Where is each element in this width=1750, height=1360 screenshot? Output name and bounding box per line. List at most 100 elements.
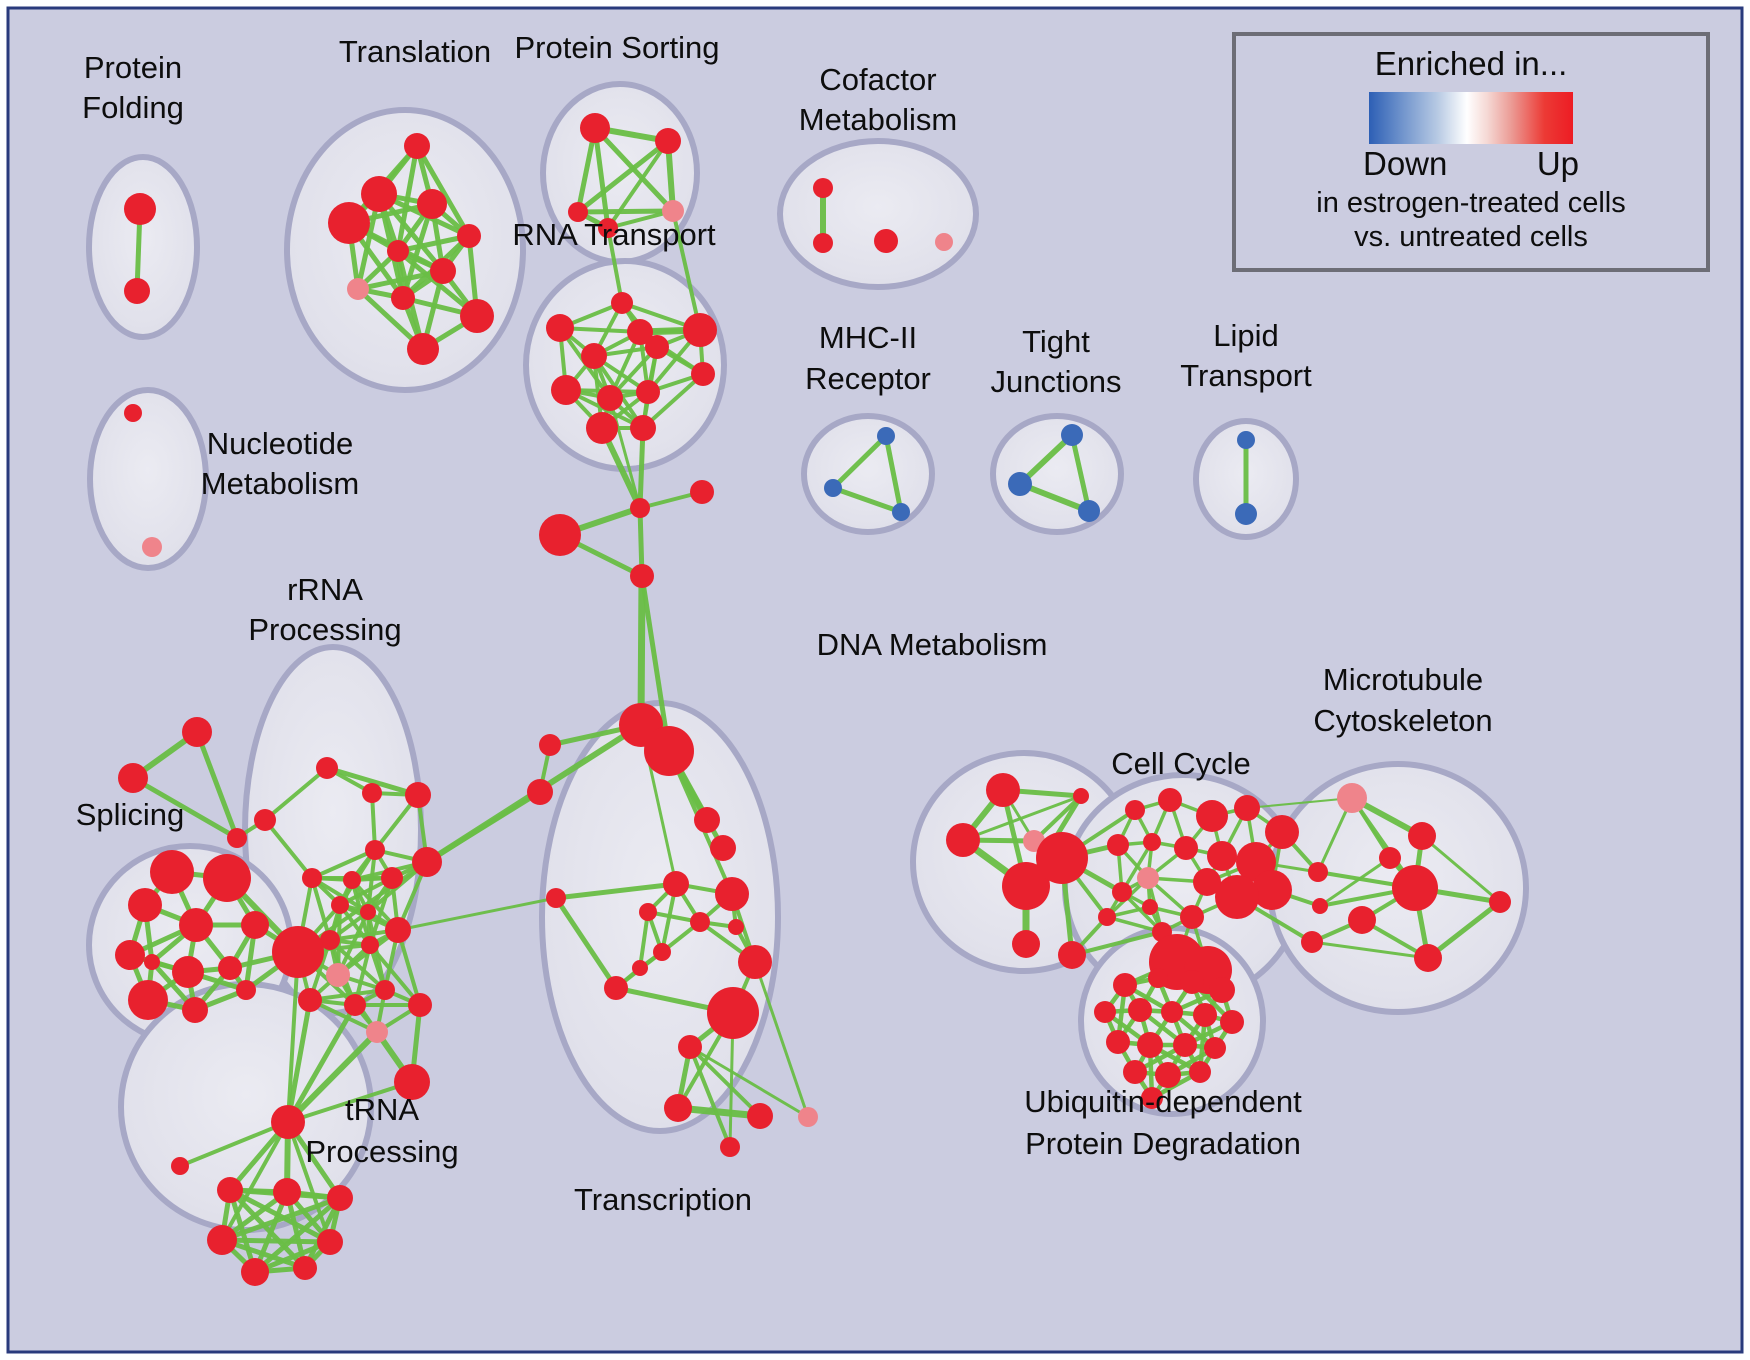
gene-set-node	[317, 1229, 343, 1255]
gene-set-node	[320, 930, 340, 950]
enrichment-edge	[285, 1002, 358, 1125]
enrichment-edge	[324, 765, 421, 798]
gene-set-node	[630, 564, 654, 588]
gene-set-node	[1137, 867, 1159, 889]
gene-set-node	[207, 1225, 237, 1255]
cluster-label-trna-processing: tRNA	[345, 1092, 419, 1127]
gene-set-node	[662, 200, 684, 222]
gene-set-node	[655, 128, 681, 154]
gene-set-node	[1379, 847, 1401, 869]
gene-set-node	[1112, 882, 1132, 902]
enrichment-edge	[608, 396, 642, 510]
enrichment-edge	[637, 572, 646, 729]
gene-set-node	[1137, 1032, 1163, 1058]
gene-set-node	[1002, 862, 1050, 910]
gene-set-node	[986, 773, 1020, 807]
cluster-label-cell-cycle: Cell Cycle	[1111, 746, 1251, 781]
cluster-label-mhc-ii-receptor: Receptor	[805, 361, 931, 396]
enrichment-edge	[220, 1120, 290, 1242]
enrichment-edge	[286, 1080, 414, 1124]
gene-set-node	[1148, 968, 1168, 988]
enrichment-edge	[395, 233, 472, 254]
gene-set-node	[407, 333, 439, 365]
gene-set-node	[171, 1157, 189, 1175]
gene-set-node	[404, 133, 430, 159]
gene-set-node	[360, 904, 376, 920]
cluster-label-rrna-processing: rRNA	[287, 572, 363, 607]
gene-set-node	[1196, 800, 1228, 832]
gene-set-node	[362, 783, 382, 803]
gene-set-node	[539, 734, 561, 756]
gene-set-node	[124, 278, 150, 304]
gene-set-node	[694, 807, 720, 833]
legend-down-label: Down	[1363, 145, 1448, 182]
gene-set-node	[179, 908, 213, 942]
enrichment-edge	[1310, 940, 1430, 960]
enrichment-edge	[285, 1029, 380, 1125]
gene-set-node	[417, 189, 447, 219]
enrichment-edge	[637, 425, 646, 511]
enrichment-edge	[553, 895, 619, 991]
gene-set-node	[366, 1021, 388, 1043]
gene-set-node	[1301, 931, 1323, 953]
gene-set-node	[394, 1064, 430, 1100]
cluster-ellipse-protein-folding	[86, 154, 200, 340]
gene-set-node	[597, 385, 623, 411]
gene-set-node	[892, 503, 910, 521]
gene-set-node	[1174, 836, 1198, 860]
gene-set-node	[738, 945, 772, 979]
gene-set-node	[327, 1185, 353, 1211]
gene-set-node	[1073, 788, 1089, 804]
enrichment-edge	[639, 573, 672, 754]
gene-set-node	[747, 1103, 773, 1129]
gene-set-node	[1098, 908, 1116, 926]
legend-title: Enriched in...	[1374, 45, 1568, 82]
cluster-label-tight-junctions: Junctions	[991, 364, 1122, 399]
cluster-ellipse-tight-junctions	[990, 413, 1124, 535]
gene-set-node	[430, 258, 456, 284]
legend-gradient-bar	[1369, 92, 1573, 144]
enrichment-edge	[308, 998, 379, 1034]
gene-set-node	[1106, 1030, 1130, 1054]
gene-set-node	[539, 514, 581, 556]
cluster-label-rrna-processing: Processing	[248, 612, 401, 647]
enrichment-edge	[285, 997, 313, 1125]
enrichment-edge	[1070, 930, 1164, 957]
gene-set-node	[874, 229, 898, 253]
gene-set-node	[1215, 875, 1259, 919]
cluster-label-ubiquitin-degradation: Protein Degradation	[1025, 1126, 1301, 1161]
gene-set-node	[639, 903, 657, 921]
enrichment-edge	[830, 485, 904, 515]
cluster-label-splicing: Splicing	[76, 797, 185, 832]
enrichment-edge	[263, 766, 329, 822]
gene-set-node	[227, 828, 247, 848]
gene-set-node	[707, 987, 759, 1039]
cluster-ellipse-mhc-ii-receptor	[801, 413, 935, 535]
gene-set-node	[405, 782, 431, 808]
gene-set-node	[381, 867, 403, 889]
gene-set-node	[1161, 1001, 1183, 1023]
enrichment-edge	[286, 1120, 332, 1244]
gene-set-node	[1078, 500, 1100, 522]
gene-set-node	[653, 943, 671, 961]
gene-set-node	[1180, 905, 1204, 929]
enrichment-edge	[414, 143, 472, 239]
enrichment-edge	[1017, 481, 1092, 514]
gene-set-node	[1193, 868, 1221, 896]
gene-set-node	[1189, 1061, 1211, 1083]
gene-set-node	[361, 176, 397, 212]
gene-set-node	[568, 202, 588, 222]
gene-set-node	[1142, 899, 1158, 915]
enrichment-edge	[688, 1045, 810, 1119]
gene-set-node	[1392, 865, 1438, 911]
gene-set-node	[361, 936, 379, 954]
gene-set-node	[551, 375, 581, 405]
gene-set-node	[1220, 1010, 1244, 1034]
cluster-label-transcription: Transcription	[574, 1182, 752, 1217]
enrichment-edge	[1246, 797, 1353, 809]
cluster-label-protein-sorting: Protein Sorting	[514, 30, 719, 65]
gene-set-node	[128, 980, 168, 1020]
gene-set-node	[710, 835, 736, 861]
gene-set-node	[728, 919, 744, 935]
gene-set-node	[1252, 870, 1292, 910]
